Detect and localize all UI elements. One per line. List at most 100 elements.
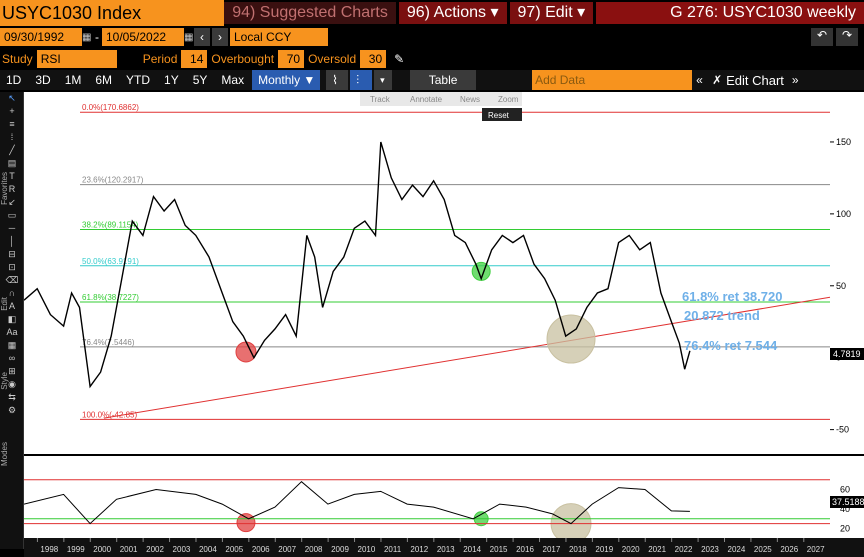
suggested-charts-menu[interactable]: 94) Suggested Charts bbox=[224, 2, 396, 24]
style-tab[interactable]: Style bbox=[0, 372, 9, 390]
expand-icon[interactable]: » bbox=[791, 73, 799, 87]
reset-button[interactable]: Reset bbox=[488, 111, 510, 120]
x-tick-label: 2007 bbox=[278, 545, 296, 554]
r-icon[interactable]: R bbox=[8, 184, 16, 194]
eraser-icon[interactable]: ⌫ bbox=[5, 275, 19, 285]
x-tick-label: 2013 bbox=[437, 545, 455, 554]
pencil-icon[interactable]: ✎ bbox=[394, 52, 405, 66]
rsi-tick-label: 60 bbox=[840, 485, 850, 495]
x-tick-label: 2014 bbox=[463, 545, 481, 554]
highlight-circle bbox=[235, 341, 257, 363]
style-icon[interactable]: A bbox=[8, 301, 15, 311]
chart-type-dropdown-icon[interactable]: ▾ bbox=[374, 70, 393, 90]
next-arrow-icon[interactable]: › bbox=[212, 28, 228, 46]
range-buttons: 1D 3D 1M 6M YTD 1Y 5Y Max bbox=[0, 70, 252, 90]
range-button-5y[interactable]: 5Y bbox=[186, 70, 214, 90]
period-field[interactable]: 14 bbox=[181, 50, 208, 68]
x-tick-label: 2011 bbox=[384, 545, 402, 554]
x-tick-label: 2008 bbox=[305, 545, 323, 554]
y-tick-label: 100 bbox=[836, 209, 851, 219]
compare-icon[interactable]: ⇆ bbox=[8, 392, 16, 402]
palette-icon[interactable]: ◧ bbox=[7, 314, 17, 324]
measure-icon[interactable]: ⊟ bbox=[8, 249, 16, 259]
add-data-input[interactable]: Add Data bbox=[532, 70, 693, 90]
bar-chart-icon[interactable]: ⫶ bbox=[350, 70, 373, 90]
reset-button-bg[interactable] bbox=[482, 108, 522, 121]
lock-icon[interactable]: ⊡ bbox=[8, 262, 16, 272]
range-button-max[interactable]: Max bbox=[215, 70, 251, 90]
overbought-field[interactable]: 70 bbox=[278, 50, 305, 68]
modes-tab[interactable]: Modes bbox=[0, 442, 9, 467]
arrow-icon[interactable]: ↙ bbox=[8, 197, 16, 207]
range-button-3d[interactable]: 3D bbox=[29, 70, 57, 90]
x-tick-label: 2006 bbox=[252, 545, 270, 554]
color-icon[interactable]: ◉ bbox=[8, 379, 16, 389]
prev-arrow-icon[interactable]: ‹ bbox=[194, 28, 210, 46]
price-chart[interactable]: 0.0%(170.6862) 23.6%(120.2917) 38.2%(89.11… bbox=[24, 92, 864, 557]
font-icon[interactable]: Aa bbox=[6, 327, 18, 337]
link-icon[interactable]: ∞ bbox=[8, 353, 16, 363]
settings-icon[interactable]: ⚙ bbox=[7, 405, 17, 415]
ticker-field[interactable]: USYC1030 Index bbox=[0, 0, 225, 26]
collapse-icon[interactable]: « bbox=[696, 73, 703, 87]
edit-chart-button[interactable]: Edit Chart bbox=[726, 72, 784, 88]
hline-icon[interactable]: ─ bbox=[8, 223, 16, 233]
range-bar: 1D 3D 1M 6M YTD 1Y 5Y Max Monthly ▼ ⌇ ⫶ ▾ Table… bbox=[0, 70, 864, 90]
calendar-icon[interactable]: ▦ bbox=[184, 31, 194, 43]
channel-icon[interactable]: ▤ bbox=[7, 158, 17, 168]
rsi-last-tag-bg bbox=[830, 496, 864, 508]
fib-label: 76.4%(7.5446) bbox=[82, 338, 135, 347]
redo-icon[interactable]: ↷ bbox=[836, 28, 858, 46]
trend-icon[interactable]: ╱ bbox=[9, 145, 15, 155]
x-tick-label: 2000 bbox=[93, 545, 111, 554]
currency-select[interactable]: Local CCY bbox=[230, 28, 328, 46]
magnet-icon[interactable]: ∩ bbox=[8, 288, 16, 298]
rsi-last-tag: 37.5188 bbox=[832, 497, 864, 507]
x-tick-label: 1999 bbox=[67, 545, 85, 554]
rsi-panel-background bbox=[24, 456, 830, 538]
table-button[interactable]: Table bbox=[410, 70, 477, 90]
fib-icon[interactable]: ⁞ bbox=[10, 132, 14, 142]
start-date-field[interactable]: 09/30/1992 bbox=[0, 28, 82, 46]
x-tick-label: 2004 bbox=[199, 545, 217, 554]
line-chart-icon[interactable]: ⌇ bbox=[326, 70, 349, 90]
frequency-select[interactable]: Monthly ▼ bbox=[252, 70, 321, 90]
undo-icon[interactable]: ↶ bbox=[811, 28, 833, 46]
annotate-button[interactable]: Annotate bbox=[410, 95, 443, 104]
edit-menu[interactable]: 97) Edit ▾ bbox=[509, 2, 594, 24]
mode-icon[interactable]: ⊞ bbox=[8, 366, 16, 376]
range-button-1m[interactable]: 1M bbox=[58, 70, 88, 90]
axis-background bbox=[830, 92, 864, 538]
x-tick-label: 2026 bbox=[780, 545, 798, 554]
x-tick-label: 2017 bbox=[543, 545, 561, 554]
track-button[interactable]: Track bbox=[370, 95, 391, 104]
oversold-field[interactable]: 30 bbox=[360, 50, 387, 68]
x-axis-background bbox=[24, 538, 864, 557]
fib-label: 23.6%(120.2917) bbox=[82, 176, 144, 185]
oversold-label: Oversold bbox=[308, 52, 357, 66]
favorites-tab[interactable]: Favorites bbox=[0, 172, 9, 205]
vline-icon[interactable]: │ bbox=[9, 236, 15, 246]
crosshair-icon[interactable]: + bbox=[9, 106, 15, 116]
range-button-ytd[interactable]: YTD bbox=[120, 70, 157, 90]
actions-menu[interactable]: 96) Actions ▾ bbox=[398, 2, 507, 24]
range-button-6m[interactable]: 6M bbox=[89, 70, 119, 90]
x-tick-label: 2024 bbox=[728, 545, 746, 554]
price-line bbox=[24, 141, 691, 389]
range-button-1y[interactable]: 1Y bbox=[158, 70, 185, 90]
end-date-field[interactable]: 10/05/2022 bbox=[102, 28, 184, 46]
calendar-icon[interactable]: ▦ bbox=[82, 31, 92, 43]
edit-tab[interactable]: Edit bbox=[0, 297, 9, 311]
layout-icon[interactable]: ▦ bbox=[7, 340, 17, 350]
news-button[interactable]: News bbox=[460, 95, 480, 104]
range-button-1d[interactable]: 1D bbox=[0, 70, 28, 90]
shape-icon[interactable]: ▭ bbox=[7, 210, 17, 220]
price-panel-background bbox=[24, 92, 830, 454]
text-icon[interactable]: T bbox=[9, 171, 15, 181]
study-select[interactable]: RSI bbox=[36, 50, 117, 68]
cursor-icon[interactable]: ↖ bbox=[8, 93, 16, 103]
lines-icon[interactable]: ≡ bbox=[9, 119, 15, 129]
wrench-icon[interactable]: ✗ bbox=[712, 73, 723, 87]
zoom-button[interactable]: Zoom bbox=[498, 95, 519, 104]
highlight-circle bbox=[546, 314, 596, 364]
